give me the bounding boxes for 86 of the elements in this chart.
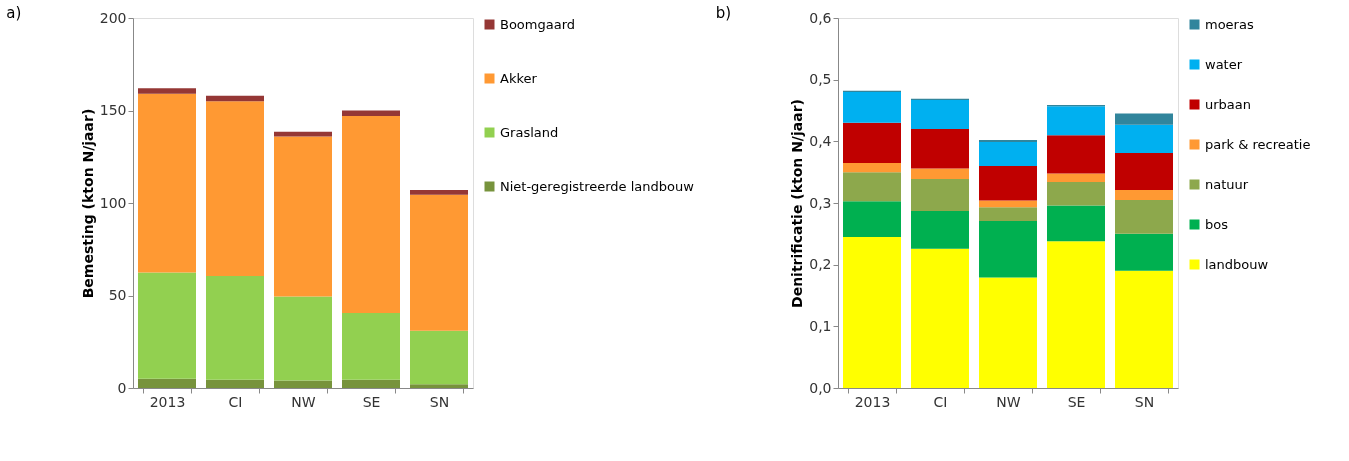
bar [1047,241,1105,388]
x-tick-label: SN [429,393,450,410]
x-tick-label: NW [996,393,1021,410]
legend-label: Akker [500,70,538,86]
y-tick-label: 100 [99,194,127,211]
bar [138,88,196,94]
bar [1115,270,1173,388]
bar [979,277,1037,388]
legend-label: Grasland [500,124,559,140]
chart-title: a) [6,4,22,22]
bar [1047,182,1105,206]
bar [1115,190,1173,200]
bar [342,116,400,314]
y-axis-title: Bemesting (kton N/jaar) [79,108,96,299]
bar [206,101,264,277]
bar [274,296,332,381]
bar [911,211,969,249]
bar [138,93,196,273]
y-tick-label: 0,2 [809,256,832,273]
bar [843,172,901,202]
y-tick-label: 0 [117,379,127,396]
legend-label: park & recreatie [1205,136,1311,152]
bar [342,313,400,380]
bar [1115,199,1173,234]
bar [410,384,468,388]
legend-label: water [1205,56,1243,72]
x-tick-label: NW [291,393,316,410]
legend-label: urbaan [1205,96,1252,112]
bar [843,92,901,123]
bar [1047,205,1105,242]
y-tick-label: 200 [99,9,127,26]
bar [911,248,969,388]
bar [138,272,196,379]
x-tick-label: SE [1067,393,1086,410]
bar [342,379,400,388]
bar [1115,113,1173,125]
y-tick-label: 0,3 [809,194,832,211]
bar [843,162,901,173]
y-tick-label: 0,4 [809,132,832,149]
bar [206,379,264,388]
x-tick-label: CI [933,393,948,410]
bar [911,100,969,129]
bar [1115,233,1173,271]
bar [843,122,901,163]
bar [843,201,901,237]
legend-label: moeras [1205,16,1254,32]
bar [1047,106,1105,136]
bar [138,378,196,388]
bar [911,168,969,179]
bar [911,129,969,169]
x-tick-label: 2013 [149,393,186,410]
y-tick-label: 0,5 [809,71,832,88]
bar [1047,135,1105,174]
y-axis-title: Denitrificatie (kton N/jaar) [789,99,806,308]
legend-label: natuur [1205,176,1249,192]
bar [206,276,264,380]
y-tick-label: 0,1 [809,317,832,334]
y-tick-label: 150 [99,102,127,118]
bar [410,190,468,195]
bar [1115,153,1173,191]
bar [979,207,1037,221]
bar [410,194,468,331]
legend-label: Niet-geregistreerde landbouw [500,178,695,194]
x-tick-label: 2013 [854,393,891,410]
x-tick-label: CI [228,393,243,410]
y-tick-label: 50 [108,287,127,303]
bar [206,95,264,102]
y-tick-label: 0,0 [809,379,832,396]
legend-label: Boomgaard [500,16,576,32]
bar [274,380,332,388]
chart-title: b) [715,4,732,22]
bar [979,220,1037,278]
bar [1115,124,1173,154]
bar [274,136,332,297]
bar [342,110,400,117]
bar [979,141,1037,166]
legend-label: landbouw [1205,256,1269,272]
x-tick-label: SN [1134,393,1155,410]
bar [410,330,468,385]
bar [911,178,969,212]
bar [843,236,901,388]
bar [1047,173,1105,183]
x-tick-label: SE [362,393,381,410]
y-tick-label: 0,6 [809,9,832,26]
bar [979,166,1037,201]
legend-label: bos [1205,216,1229,232]
